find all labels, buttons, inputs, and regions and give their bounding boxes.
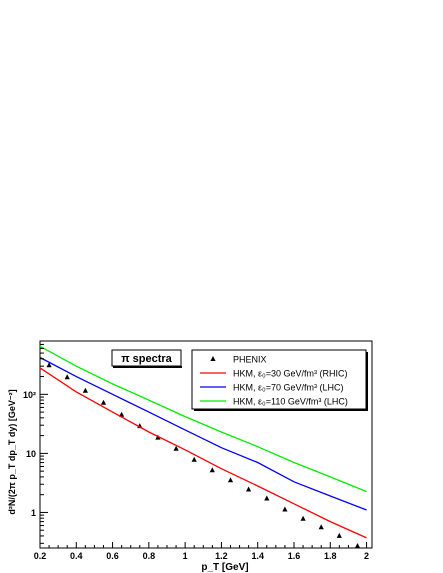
- series-line-1: [39, 367, 367, 539]
- y-tick-label: 10²: [23, 390, 36, 400]
- y-tick-label: 1: [31, 508, 36, 518]
- plot-label-box: π spectra: [111, 349, 182, 368]
- data-point-marker: [100, 399, 107, 405]
- x-axis-label: p_T [GeV]: [201, 562, 248, 573]
- x-tick-label: 1: [183, 551, 188, 561]
- x-tick-label: 1.6: [288, 551, 301, 561]
- data-point-marker: [64, 374, 70, 380]
- data-point-marker: [82, 387, 88, 393]
- x-tick-label: 0.4: [70, 551, 83, 561]
- x-tick-label: 0.8: [143, 551, 156, 561]
- y-tick-label: 10: [26, 449, 36, 459]
- plot-label: π spectra: [121, 353, 172, 365]
- x-tick-label: 0.2: [34, 551, 47, 561]
- y-axis-label: d²N/(2π p_T dp_T dy) [GeV⁻²]: [7, 389, 17, 514]
- data-point-marker: [46, 362, 52, 368]
- x-tick-label: 2: [364, 551, 369, 561]
- series-line-3: [39, 345, 367, 493]
- data-point-marker: [246, 486, 252, 492]
- data-point-marker: [209, 467, 215, 473]
- data-point-marker: [336, 532, 342, 538]
- legend-entry-label: HKM, ε₀=110 GeV/fm³ (LHC): [233, 397, 348, 407]
- data-point-marker: [227, 477, 234, 483]
- data-point-marker: [318, 524, 324, 530]
- legend-entry-label: PHENIX: [233, 355, 267, 365]
- legend-entry-label: HKM, ε₀=30 GeV/fm³ (RHIC): [233, 369, 348, 379]
- data-point-marker: [282, 506, 288, 512]
- legend: PHENIX HKM, ε₀=30 GeV/fm³ (RHIC) HKM, ε₀=7…: [191, 349, 368, 411]
- series-line-2: [39, 356, 367, 511]
- data-point-marker: [119, 411, 125, 417]
- legend-swatch-marker: [210, 356, 216, 361]
- data-point-marker: [173, 445, 179, 451]
- legend-frame: [191, 349, 367, 410]
- x-tick-label: 0.6: [106, 551, 119, 561]
- data-point-marker: [300, 515, 306, 521]
- plot-label-shadow: [113, 366, 182, 368]
- legend-entry-label: HKM, ε₀=70 GeV/fm³ (LHC): [233, 383, 344, 393]
- x-tick-label: 1.2: [215, 551, 228, 561]
- x-tick-label: 1.4: [251, 551, 264, 561]
- plot-frame: [39, 340, 373, 549]
- data-point-marker: [264, 495, 270, 501]
- data-point-marker: [191, 456, 197, 462]
- x-tick-label: 1.8: [324, 551, 337, 561]
